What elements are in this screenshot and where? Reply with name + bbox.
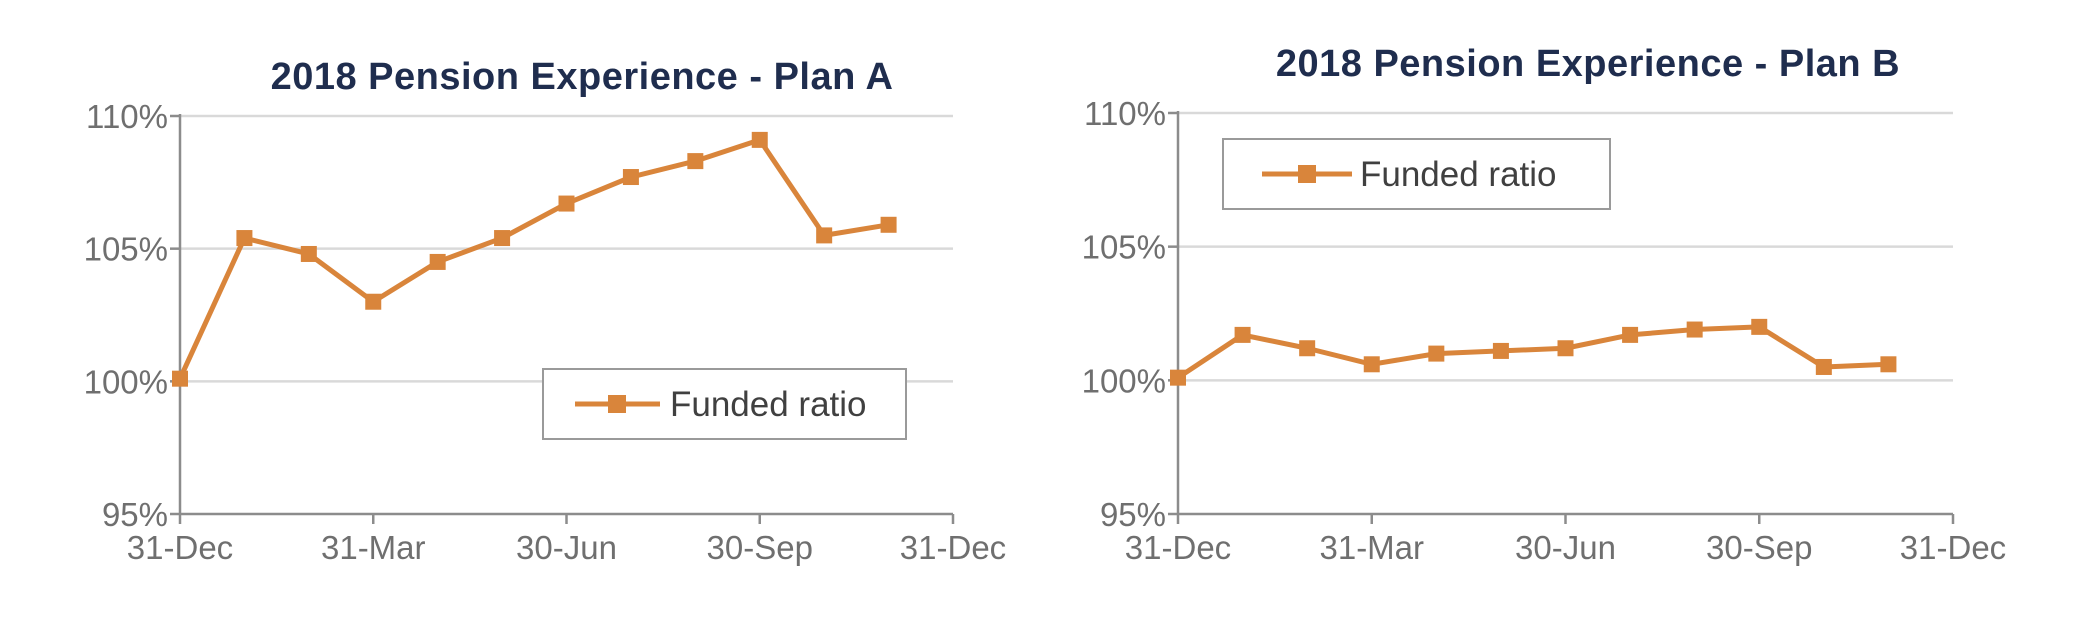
data-point: [1363, 356, 1380, 373]
legend: Funded ratio: [1222, 138, 1611, 210]
y-tick-label: 110%: [1084, 95, 1166, 132]
data-point: [1492, 342, 1509, 359]
data-point: [558, 195, 575, 212]
x-tick-label: 31-Dec: [1125, 529, 1231, 566]
legend: Funded ratio: [542, 368, 907, 440]
data-point: [1170, 369, 1186, 386]
x-tick-label: 30-Jun: [516, 529, 617, 566]
data-point: [1299, 340, 1316, 357]
x-tick-label: 31-Mar: [321, 529, 426, 566]
chart-title: 2018 Pension Experience - Plan B: [1276, 43, 1900, 85]
data-point: [300, 245, 317, 262]
x-tick-label: 30-Jun: [1515, 529, 1616, 566]
y-tick-label: 95%: [1100, 496, 1166, 533]
y-tick-label: 95%: [102, 496, 168, 533]
chart-plan-a: 2018 Pension Experience - Plan A 95% 100%…: [84, 56, 1007, 566]
legend-square-marker: [1298, 165, 1316, 183]
data-point: [1557, 340, 1574, 357]
data-point: [365, 293, 382, 310]
data-point: [429, 253, 446, 270]
data-point: [1686, 321, 1703, 338]
x-tick-label: 31-Dec: [1900, 529, 2006, 566]
data-point: [751, 131, 768, 148]
data-point: [880, 216, 897, 233]
series-line-funded-ratio: [1176, 324, 1889, 380]
x-tick-label: 30-Sep: [707, 529, 813, 566]
data-point: [494, 230, 511, 247]
data-point: [687, 153, 704, 170]
x-tick-label: 31-Dec: [127, 529, 233, 566]
data-point: [236, 230, 253, 247]
data-point: [816, 227, 833, 244]
data-point: [1234, 326, 1251, 343]
data-point: [172, 370, 188, 387]
y-tick-label: 110%: [86, 98, 168, 135]
data-point: [1815, 358, 1832, 375]
y-tick-label: 100%: [84, 363, 168, 400]
chart-plan-b: 2018 Pension Experience - Plan B 95% 100%…: [1082, 43, 2007, 566]
series-line-funded-ratio: [177, 137, 889, 380]
legend-label: Funded ratio: [670, 385, 867, 424]
legend-label: Funded ratio: [1360, 155, 1557, 194]
data-point: [1880, 356, 1897, 373]
data-point: [1751, 318, 1768, 335]
data-point: [1622, 326, 1639, 343]
x-tick-label: 30-Sep: [1706, 529, 1812, 566]
data-point: [622, 169, 639, 186]
y-tick-label: 100%: [1082, 362, 1166, 399]
x-tick-label: 31-Dec: [900, 529, 1006, 566]
y-tick-label: 105%: [1082, 229, 1166, 266]
legend-square-marker: [608, 395, 626, 413]
data-point: [1428, 345, 1445, 362]
y-tick-label: 105%: [84, 231, 168, 268]
chart-title: 2018 Pension Experience - Plan A: [271, 56, 894, 98]
x-tick-label: 31-Mar: [1319, 529, 1424, 566]
